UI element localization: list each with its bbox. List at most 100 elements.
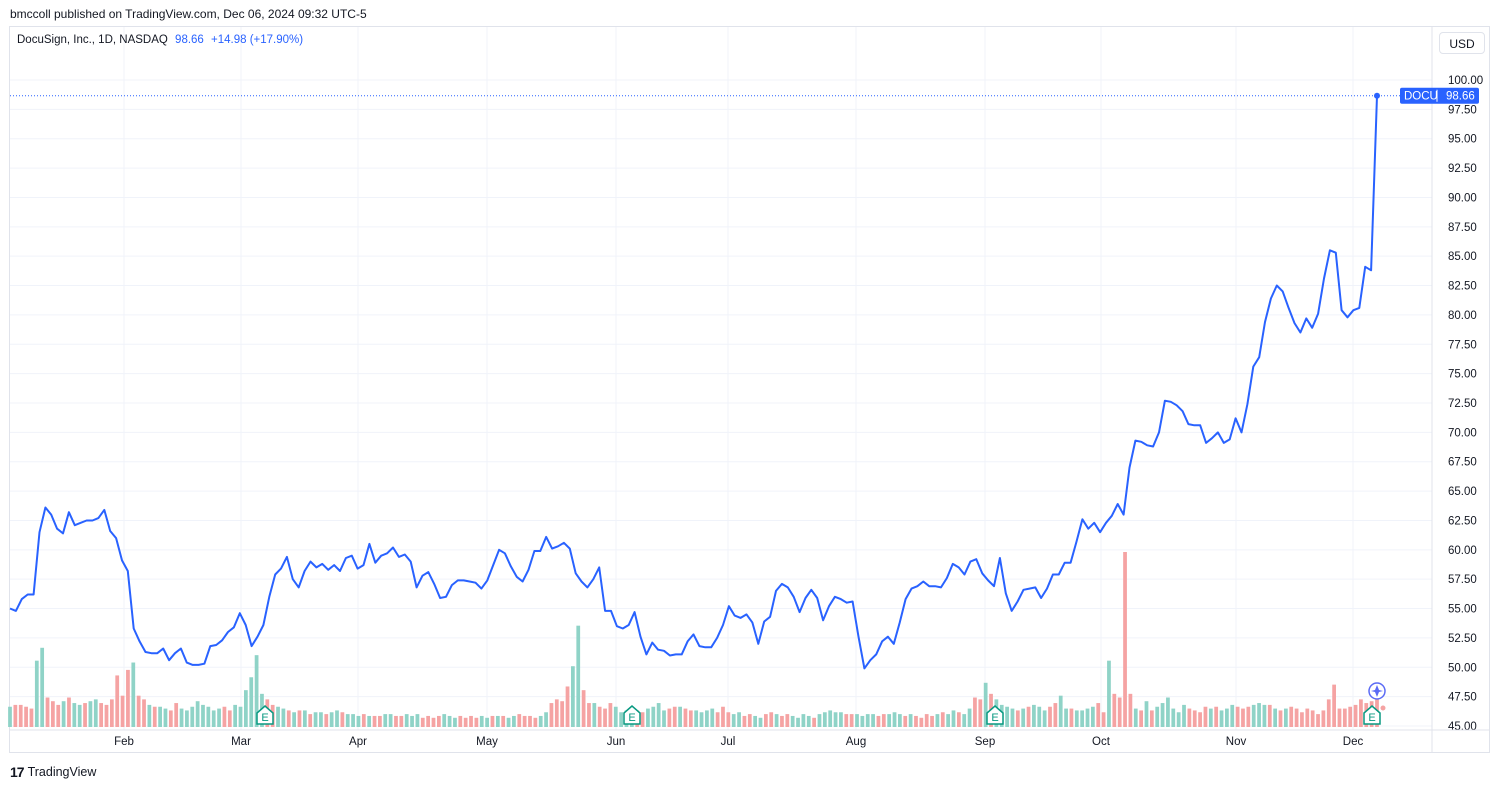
volume-bar (619, 712, 623, 727)
earnings-marker-shape (1363, 705, 1381, 725)
volume-bar (549, 703, 554, 727)
volume-bar (667, 708, 672, 727)
volume-bar (1128, 693, 1133, 727)
volume-bar (742, 715, 747, 727)
volume-bar (1225, 708, 1229, 727)
volume-bar (774, 714, 779, 727)
earnings-marker-icon: E (1363, 705, 1381, 725)
y-tick-label: 80.00 (1448, 310, 1477, 322)
volume-bar (115, 675, 120, 727)
volume-bar (1230, 704, 1235, 727)
volume-bar (292, 712, 296, 727)
volume-bar (956, 712, 961, 727)
volume-bar (533, 717, 538, 727)
earnings-marker-shape (623, 705, 641, 725)
volume-bar (222, 706, 227, 727)
volume-bar (881, 714, 886, 727)
y-tick-label: 87.50 (1448, 222, 1477, 234)
volume-bar (195, 701, 200, 727)
volume-bar (758, 717, 763, 727)
volume-bar (914, 715, 918, 727)
volume-bar (935, 714, 940, 727)
volume-bar (683, 708, 688, 727)
volume-bar (662, 710, 666, 727)
volume-bar (1053, 703, 1058, 727)
volume-bar (1305, 708, 1310, 727)
volume-bar (672, 706, 677, 727)
volume-bar (99, 703, 104, 727)
volume-bar (930, 715, 934, 727)
volume-bar (1037, 706, 1042, 727)
volume-bar (394, 715, 398, 727)
legend-change: +14.98 (+17.90%) (211, 34, 304, 46)
volume-bar (576, 625, 581, 727)
volume-bar (828, 710, 833, 727)
volume-bar (613, 706, 618, 727)
earnings-marker-icon: E (256, 705, 274, 725)
volume-bar (490, 715, 495, 727)
volume-bar (190, 706, 195, 727)
volume-bar (967, 708, 972, 727)
volume-bar (340, 712, 345, 727)
volume-bar (1359, 699, 1363, 727)
volume-bar (1262, 704, 1267, 727)
volume-bar (67, 697, 71, 727)
lightning-icon-star (1371, 685, 1383, 697)
volume-bar (1166, 697, 1170, 727)
volume-bar (806, 715, 811, 727)
volume-bar (1085, 708, 1090, 727)
volume-bar (1353, 704, 1358, 727)
volume-bar (1171, 708, 1176, 727)
volume-bar (147, 704, 152, 727)
volume-bar (892, 712, 897, 727)
volume-bar (1058, 695, 1063, 727)
volume-bar (919, 717, 924, 727)
volume-bar (597, 706, 602, 727)
volume-bar (179, 708, 184, 727)
volume-bar (560, 701, 565, 727)
volume-bar (973, 697, 977, 727)
volume-bar (512, 715, 516, 727)
y-tick-label: 97.50 (1448, 104, 1477, 116)
volume-bar (238, 706, 243, 727)
volume-bar (313, 712, 318, 727)
price-tag-bg (1400, 87, 1479, 104)
volume-bar (1251, 704, 1256, 727)
y-tick-label: 47.50 (1448, 692, 1477, 704)
volume-bar (946, 714, 951, 727)
currency-button[interactable]: USD (1439, 32, 1485, 54)
volume-bar (812, 717, 816, 727)
volume-bar (898, 714, 902, 727)
volume-bar (1273, 708, 1278, 727)
earnings-marker-shape (256, 705, 274, 725)
volume-bar (136, 695, 141, 727)
x-tick-label: Oct (1092, 736, 1111, 748)
volume-bar (554, 699, 559, 727)
volume-bar (817, 714, 822, 727)
volume-bar (865, 714, 870, 727)
volume-bar (705, 710, 709, 727)
x-tick-label: Jun (607, 736, 626, 748)
y-tick-label: 75.00 (1448, 369, 1477, 381)
volume-bar (1144, 701, 1149, 727)
volume-bar (18, 704, 23, 727)
volume-bar (61, 701, 66, 727)
volume-bar (1187, 708, 1192, 727)
volume-bar (34, 660, 39, 727)
volume-bar (1348, 706, 1353, 727)
volume-bar (244, 690, 248, 727)
y-tick-label: 62.50 (1448, 515, 1477, 527)
volume-bar (1133, 708, 1138, 727)
volume-bar (227, 710, 232, 727)
earnings-marker-icon: E (986, 705, 1004, 725)
tradingview-brand[interactable]: 17 TradingView (10, 764, 96, 780)
volume-bar (951, 710, 956, 727)
volume-bar (1117, 697, 1122, 727)
volume-bar (1080, 710, 1085, 727)
volume-bar (1267, 704, 1272, 727)
volume-bar (694, 710, 699, 727)
volume-bar (1203, 706, 1208, 727)
volume-bar (731, 714, 736, 727)
